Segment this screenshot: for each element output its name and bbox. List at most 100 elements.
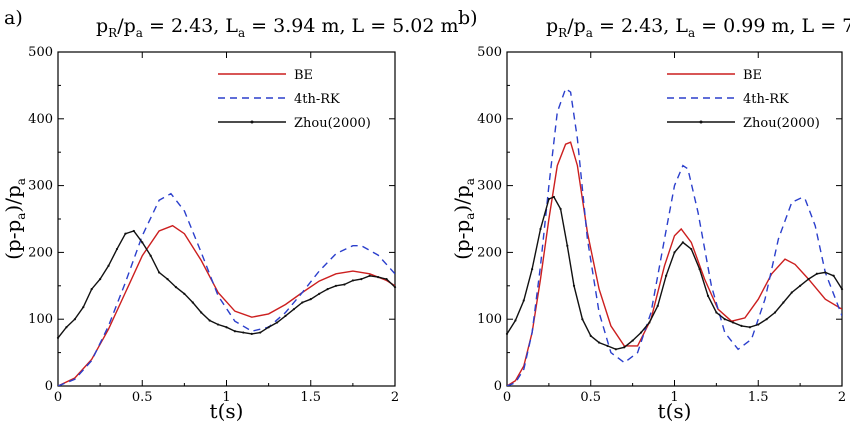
- data-point: [149, 254, 152, 257]
- title-sub: a: [136, 26, 143, 40]
- title-part: /p: [567, 15, 586, 37]
- y-tick-label: 100: [477, 312, 502, 327]
- data-point: [539, 227, 542, 231]
- data-point: [158, 271, 161, 274]
- plot-frame: [57, 51, 396, 387]
- y-tick-label: 400: [477, 112, 502, 127]
- data-point: [107, 264, 110, 267]
- data-point: [225, 326, 228, 329]
- ylabel-part: (p-p: [450, 220, 474, 260]
- data-point: [191, 301, 194, 304]
- data-point: [681, 241, 684, 244]
- data-point: [275, 321, 279, 324]
- data-point: [99, 278, 102, 281]
- data-point: [267, 326, 270, 329]
- data-point: [514, 319, 517, 322]
- series-line-1: [58, 224, 395, 386]
- data-point: [566, 244, 569, 247]
- data-point: [393, 286, 397, 289]
- series-line-1: [507, 141, 842, 386]
- data-point: [259, 331, 262, 334]
- ylabel-sub: a: [463, 178, 477, 185]
- data-point: [598, 341, 601, 344]
- data-point: [242, 331, 245, 334]
- data-point: [656, 304, 659, 307]
- data-point: [343, 283, 346, 286]
- data-point: [377, 276, 380, 279]
- data-point: [589, 334, 592, 337]
- y-tick-label: 400: [28, 112, 53, 127]
- y-tick-label: 200: [28, 245, 53, 260]
- data-point: [698, 268, 701, 271]
- legend-label: 4th-RK: [743, 92, 789, 107]
- legend-marker: [699, 120, 703, 124]
- data-point: [309, 298, 312, 301]
- data-point: [233, 330, 237, 333]
- data-point: [706, 294, 710, 297]
- x-tick-label: 0: [54, 390, 62, 405]
- y-tick-label: 500: [28, 45, 53, 60]
- data-point: [824, 271, 827, 274]
- data-point: [732, 321, 735, 324]
- title-sub: a: [586, 26, 593, 40]
- data-point: [385, 278, 388, 281]
- title-part: = 2.43, L: [593, 15, 688, 37]
- ylabel-sub: a: [14, 178, 28, 185]
- data-point: [301, 301, 304, 304]
- x-tick-label: 0.5: [580, 390, 601, 405]
- data-point: [614, 348, 617, 351]
- data-point: [790, 291, 793, 294]
- title-sub: a: [688, 26, 695, 40]
- data-point: [174, 286, 178, 289]
- data-point: [368, 274, 371, 277]
- y-tick-label: 200: [477, 245, 502, 260]
- y-tick-label: 300: [28, 179, 53, 194]
- data-point: [723, 318, 726, 321]
- x-axis-label: t(s): [210, 399, 244, 423]
- data-point: [581, 318, 584, 321]
- data-point: [623, 346, 626, 349]
- data-point: [522, 299, 525, 302]
- data-point: [815, 272, 818, 275]
- data-point: [648, 321, 651, 324]
- data-point: [807, 278, 810, 281]
- data-point: [183, 292, 186, 295]
- x-tick-label: 0.5: [132, 390, 153, 405]
- data-point: [82, 306, 85, 309]
- data-point: [141, 241, 144, 244]
- data-point: [65, 326, 68, 329]
- x-tick-label: 1: [670, 390, 678, 405]
- data-point: [56, 336, 60, 340]
- data-point: [782, 301, 785, 304]
- title-part: p: [96, 15, 108, 37]
- data-point: [765, 318, 768, 321]
- data-point: [673, 251, 676, 254]
- data-point: [840, 288, 844, 291]
- ylabel-part: )/p: [1, 185, 25, 212]
- data-point: [318, 292, 321, 295]
- data-point: [773, 311, 777, 314]
- title-sub: a: [238, 26, 245, 40]
- data-point: [115, 247, 119, 251]
- plot-frame: [506, 51, 843, 387]
- data-point: [832, 274, 835, 277]
- data-point: [572, 284, 576, 287]
- title-part: = 3.94 m, L = 5.02 m: [245, 15, 458, 37]
- data-point: [715, 311, 718, 314]
- legend-label: 4th-RK: [294, 92, 340, 107]
- chart-title: pR​/pa​ = 2.43, La​ = 3.94 m, L = 5.02 m: [96, 15, 459, 40]
- data-point: [639, 331, 643, 334]
- data-point: [284, 314, 287, 317]
- data-point: [360, 278, 363, 281]
- y-tick-label: 100: [28, 312, 53, 327]
- chart-title: pR​/pa​ = 2.43, La​ = 0.99 m, L = 7.97 m: [546, 15, 850, 40]
- data-point: [740, 324, 743, 327]
- data-point: [505, 332, 509, 335]
- data-point: [124, 232, 127, 235]
- title-sub: R: [558, 26, 568, 40]
- ylabel-sub: a: [14, 213, 28, 220]
- data-point: [665, 274, 668, 277]
- legend-label: Zhou(2000): [294, 116, 371, 131]
- data-point: [531, 268, 534, 271]
- data-point: [90, 288, 93, 291]
